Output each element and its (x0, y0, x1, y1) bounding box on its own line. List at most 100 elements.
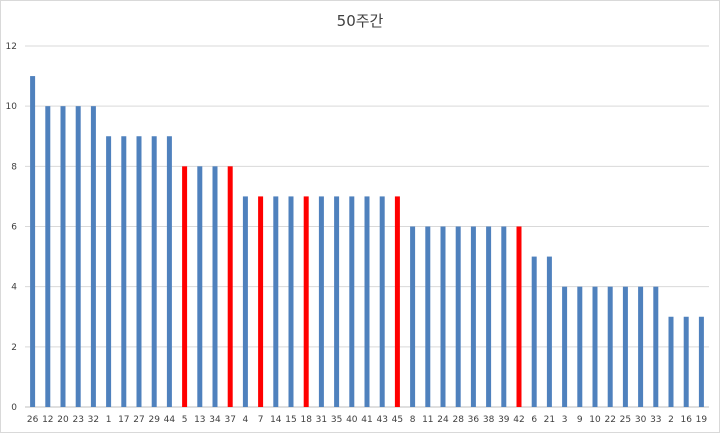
y-tick-label: 6 (11, 223, 17, 233)
bar-45 (394, 196, 400, 407)
x-tick-label: 34 (209, 415, 221, 425)
y-tick-label: 4 (11, 283, 17, 293)
bar-39 (501, 226, 507, 407)
bar-21 (546, 256, 552, 407)
y-tick-label: 8 (11, 162, 17, 172)
x-tick-label: 33 (650, 415, 661, 425)
bar-31 (318, 196, 324, 407)
bar-23 (75, 106, 81, 408)
bar-27 (136, 136, 142, 407)
bar-8 (410, 226, 416, 407)
x-tick-label: 45 (392, 415, 403, 425)
x-tick-label: 12 (42, 415, 53, 425)
x-tick-label: 35 (331, 415, 342, 425)
bar-33 (653, 286, 659, 407)
bar-37 (227, 166, 233, 407)
bar-2 (668, 316, 674, 407)
x-tick-label: 4 (243, 415, 249, 425)
x-tick-label: 3 (562, 415, 568, 425)
bar-16 (683, 316, 689, 407)
x-tick-label: 27 (133, 415, 144, 425)
bar-1 (106, 136, 112, 407)
bar-24 (440, 226, 446, 407)
x-tick-label: 31 (316, 415, 327, 425)
bar-7 (258, 196, 264, 407)
bar-22 (607, 286, 613, 407)
x-tick-label: 15 (285, 415, 296, 425)
x-tick-label: 19 (696, 415, 708, 425)
x-tick-label: 21 (544, 415, 555, 425)
x-tick-label: 8 (410, 415, 416, 425)
x-tick-label: 14 (270, 415, 282, 425)
bar-29 (151, 136, 157, 407)
x-tick-label: 5 (182, 415, 188, 425)
x-tick-label: 25 (620, 415, 631, 425)
x-tick-label: 1 (106, 415, 112, 425)
bar-44 (166, 136, 172, 407)
x-tick-label: 16 (680, 415, 692, 425)
x-tick-label: 44 (164, 415, 176, 425)
bar-3 (562, 286, 568, 407)
bar-17 (121, 136, 127, 407)
y-tick-label: 2 (11, 343, 17, 353)
bar-35 (334, 196, 340, 407)
bar-28 (455, 226, 461, 407)
bar-38 (486, 226, 492, 407)
bar-32 (90, 106, 96, 408)
bar-14 (273, 196, 279, 407)
bar-30 (638, 286, 644, 407)
x-tick-label: 11 (422, 415, 433, 425)
bar-12 (45, 106, 51, 408)
y-axis-ticks: 0 2 4 6 8 10 12 (6, 42, 18, 413)
x-tick-label: 24 (437, 415, 449, 425)
bar-40 (349, 196, 355, 407)
x-tick-label: 36 (468, 415, 480, 425)
bar-13 (197, 166, 203, 407)
bar-42 (516, 226, 522, 407)
bar-10 (592, 286, 598, 407)
x-tick-label: 2 (668, 415, 674, 425)
bar-18 (303, 196, 309, 407)
x-tick-label: 7 (258, 415, 264, 425)
bar-6 (531, 256, 537, 407)
x-tick-label: 23 (72, 415, 83, 425)
x-tick-label: 18 (300, 415, 312, 425)
x-tick-label: 10 (589, 415, 601, 425)
x-tick-label: 9 (577, 415, 583, 425)
x-tick-label: 6 (531, 415, 537, 425)
bar-41 (364, 196, 370, 407)
x-tick-label: 41 (361, 415, 372, 425)
x-tick-label: 32 (88, 415, 99, 425)
bar-43 (379, 196, 385, 407)
bar-34 (212, 166, 218, 407)
x-tick-label: 28 (452, 415, 464, 425)
x-tick-label: 40 (346, 415, 358, 425)
bar-15 (288, 196, 294, 407)
bar-9 (577, 286, 583, 407)
x-tick-label: 20 (57, 415, 69, 425)
y-tick-label: 10 (6, 102, 18, 112)
x-tick-label: 22 (604, 415, 615, 425)
bar-36 (470, 226, 476, 407)
x-tick-label: 43 (376, 415, 387, 425)
x-axis-ticks: 26 12 20 23 32 1 17 27 29 44 5 13 34 37 4 7 14 15 18 31 35 40… (27, 415, 708, 425)
bar-19 (698, 316, 704, 407)
bars (30, 76, 704, 408)
bar-20 (60, 106, 66, 408)
bar-25 (622, 286, 628, 407)
x-tick-label: 13 (194, 415, 205, 425)
bar-26 (30, 76, 36, 407)
x-tick-label: 29 (148, 415, 160, 425)
x-tick-label: 17 (118, 415, 129, 425)
bar-4 (242, 196, 248, 407)
y-tick-label: 12 (6, 42, 17, 52)
x-tick-label: 30 (635, 415, 647, 425)
bar-5 (182, 166, 188, 407)
x-tick-label: 38 (483, 415, 495, 425)
x-tick-label: 26 (27, 415, 39, 425)
bar-11 (425, 226, 431, 407)
x-tick-label: 39 (498, 415, 510, 425)
x-tick-label: 37 (224, 415, 235, 425)
